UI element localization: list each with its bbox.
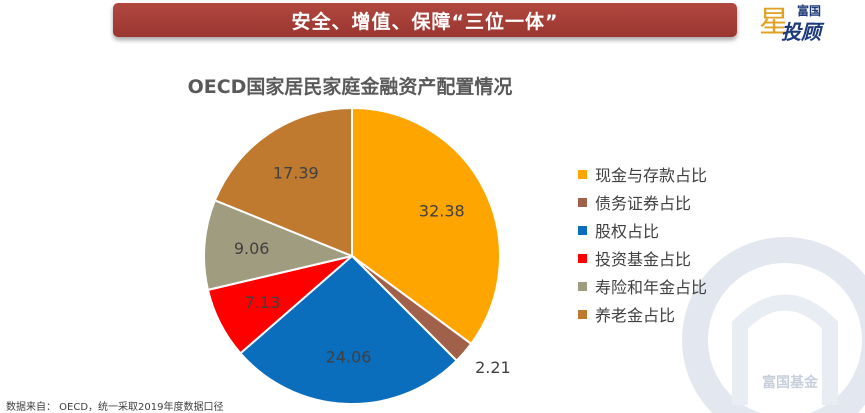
logo-top-text: 富国: [797, 4, 822, 18]
data-label-4: 9.06: [234, 239, 270, 258]
legend-label: 养老金占比: [595, 306, 676, 325]
data-label-2: 24.06: [326, 348, 372, 367]
legend-item-0: 现金与存款占比: [578, 160, 707, 188]
chart-legend: 现金与存款占比 债务证券占比 股权占比投资基金占比 寿险和年金占比 养老金占比: [578, 160, 707, 328]
pie-slice-0: [351, 106, 501, 346]
legend-item-2: 股权占比: [578, 216, 707, 244]
legend-label: 现金与存款占比: [595, 166, 708, 185]
legend-swatch: [578, 169, 587, 179]
legend-swatch: [578, 225, 587, 235]
data-label-1: 2.21: [475, 358, 511, 377]
legend-label: 股权占比: [595, 222, 660, 241]
legend-item-4: 寿险和年金占比: [578, 272, 707, 300]
title-banner: 安全、增值、保障“三位一体”: [113, 3, 737, 37]
watermark-text: 富国基金: [762, 374, 819, 391]
data-label-5: 17.39: [273, 164, 319, 183]
fuguo-logo: 星 富国 投顾: [759, 2, 859, 46]
legend-label: 债务证券占比: [595, 194, 692, 213]
star-logo-glyph: 星: [759, 5, 789, 40]
banner-text: 安全、增值、保障“三位一体”: [291, 10, 559, 33]
legend-swatch: [578, 309, 587, 319]
legend-swatch: [578, 281, 587, 291]
data-label-3: 7.13: [245, 293, 281, 312]
pie-slice-4: [203, 198, 356, 292]
pie-slice-2: [239, 254, 459, 405]
legend-label: 寿险和年金占比: [595, 278, 708, 297]
legend-item-3: 投资基金占比: [578, 244, 707, 272]
legend-item-5: 养老金占比: [578, 300, 707, 328]
legend-swatch: [578, 253, 587, 263]
data-label-0: 32.38: [419, 202, 465, 221]
logo-main-text: 投顾: [781, 20, 821, 44]
chart-title: OECD国家居民家庭金融资产配置情况: [187, 76, 513, 98]
watermark-logo: 富国基金: [682, 237, 865, 413]
source-note: 数据来自： OECD，统一采取2019年度数据口径: [6, 402, 224, 413]
pie-slice-5: [213, 106, 353, 258]
legend-item-1: 债务证券占比: [578, 188, 707, 216]
legend-label: 投资基金占比: [595, 250, 692, 269]
legend-swatch: [578, 197, 587, 207]
